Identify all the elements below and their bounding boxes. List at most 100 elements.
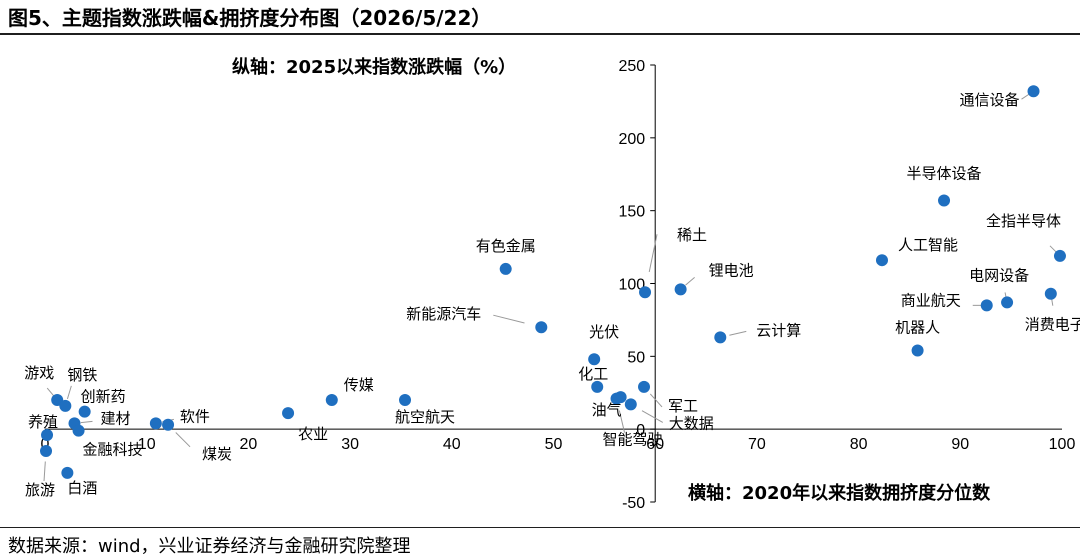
scatter-point [162,418,175,431]
scatter-point [588,353,601,366]
leader-line [641,410,664,423]
point-label: 软件 [180,407,210,425]
point-label: 锂电池 [709,261,754,279]
scatter-point [911,344,924,357]
point-label: 建材 [100,409,130,427]
leader-line [43,461,46,482]
scatter-point [980,299,993,312]
leader-line [66,385,72,400]
y-tick-label: 0 [636,422,645,439]
y-tick-label: 200 [618,131,645,148]
point-label: 大数据 [669,414,714,432]
point-label: 金融科技 [83,441,143,459]
y-tick-label: -50 [622,495,645,512]
point-label: 传媒 [344,376,374,394]
point-label: 农业 [298,425,328,443]
y-tick-label: 50 [627,349,645,366]
scatter-chart: 0 10 20 30 40 50 60 70 80 90 100 -50 0 50 100 150 200 250… [24,56,1080,512]
scatter-point [1044,287,1057,300]
x-tick-label: 30 [341,436,359,453]
data-points [40,85,1066,479]
leader-line [649,393,663,408]
scatter-point [1053,249,1066,262]
scatter-point [41,428,54,441]
scatter-point [282,407,295,420]
leader-line [648,234,658,273]
leader-line [618,410,626,433]
leader-line [80,420,93,424]
scatter-point [72,424,85,437]
point-label: 消费电子 [1025,316,1080,334]
y-tick-label: 250 [618,58,645,75]
leader-line [729,330,747,336]
scatter-point [624,398,637,411]
point-label: 人工智能 [898,236,958,254]
y-tick-label: 150 [618,204,645,221]
point-label: 半导体设备 [907,164,982,182]
point-label: 油气 [592,401,622,419]
x-tick-label: 50 [545,436,563,453]
point-label: 光伏 [589,323,619,341]
point-label: 智能驾驶 [603,431,663,449]
point-label: 游戏 [24,364,54,382]
point-label: 全指半导体 [986,212,1061,230]
point-label: 旅游 [25,481,55,499]
x-tick-label: 90 [951,436,969,453]
x-tick-label: 20 [240,436,258,453]
leader-line [685,276,695,286]
scatter-point [1027,85,1040,98]
point-label: 电网设备 [969,266,1029,284]
point-label: 军工 [668,397,698,415]
point-label: 有色金属 [476,237,536,255]
title-divider [0,33,1080,35]
point-label: 养殖 [28,413,58,431]
point-label: 白酒 [67,479,97,497]
point-label: 云计算 [756,321,801,339]
scatter-point [639,286,652,299]
scatter-point [499,262,512,275]
scatter-point [59,399,72,412]
scatter-point [399,394,412,407]
scatter-point [1001,296,1014,309]
y-axis-title: 纵轴：2025以来指数涨跌幅（%） [232,56,516,78]
source-note: 数据来源：wind，兴业证券经济与金融研究院整理 [8,536,411,557]
x-axis-title: 横轴：2020年以来指数拥挤度分位数 [688,482,991,504]
point-label: 创新药 [81,388,126,406]
y-tick-label: 100 [618,277,645,294]
scatter-point [610,392,623,405]
x-tick-label: 0 [41,436,50,453]
tick-labels: 0 10 20 30 40 50 60 70 80 90 100 -50 0 50 100 150 200 250 [41,58,1076,512]
point-label: 通信设备 [960,91,1020,109]
x-tick-label: 100 [1049,436,1076,453]
point-label: 化工 [578,365,608,383]
point-label: 稀土 [677,226,707,244]
point-label: 煤炭 [202,445,232,463]
point-label: 航空航天 [395,408,455,426]
leader-line [1049,245,1057,253]
scatter-point [535,321,548,334]
scatter-point [714,331,727,344]
scatter-point [674,283,687,296]
scatter-point [875,254,888,267]
figure-title: 图5、主题指数涨跌幅&拥挤度分布图（2026/5/22） [8,6,492,30]
scatter-point [149,417,162,430]
leader-line [175,432,191,448]
point-label: 钢铁 [67,366,97,384]
x-tick-label: 60 [646,436,664,453]
scatter-point [61,466,74,479]
scatter-point [638,380,651,393]
scatter-point [591,380,604,393]
point-label: 商业航天 [901,291,961,309]
source-divider [0,527,1080,528]
point-label: 新能源汽车 [406,305,481,323]
scatter-point [40,445,53,458]
leader-line [46,387,55,397]
x-tick-label: 40 [443,436,461,453]
x-tick-label: 70 [748,436,766,453]
x-tick-label: 10 [138,436,156,453]
scatter-point [938,194,951,207]
x-tick-label: 80 [850,436,868,453]
scatter-point [78,405,91,418]
scatter-point [325,394,338,407]
